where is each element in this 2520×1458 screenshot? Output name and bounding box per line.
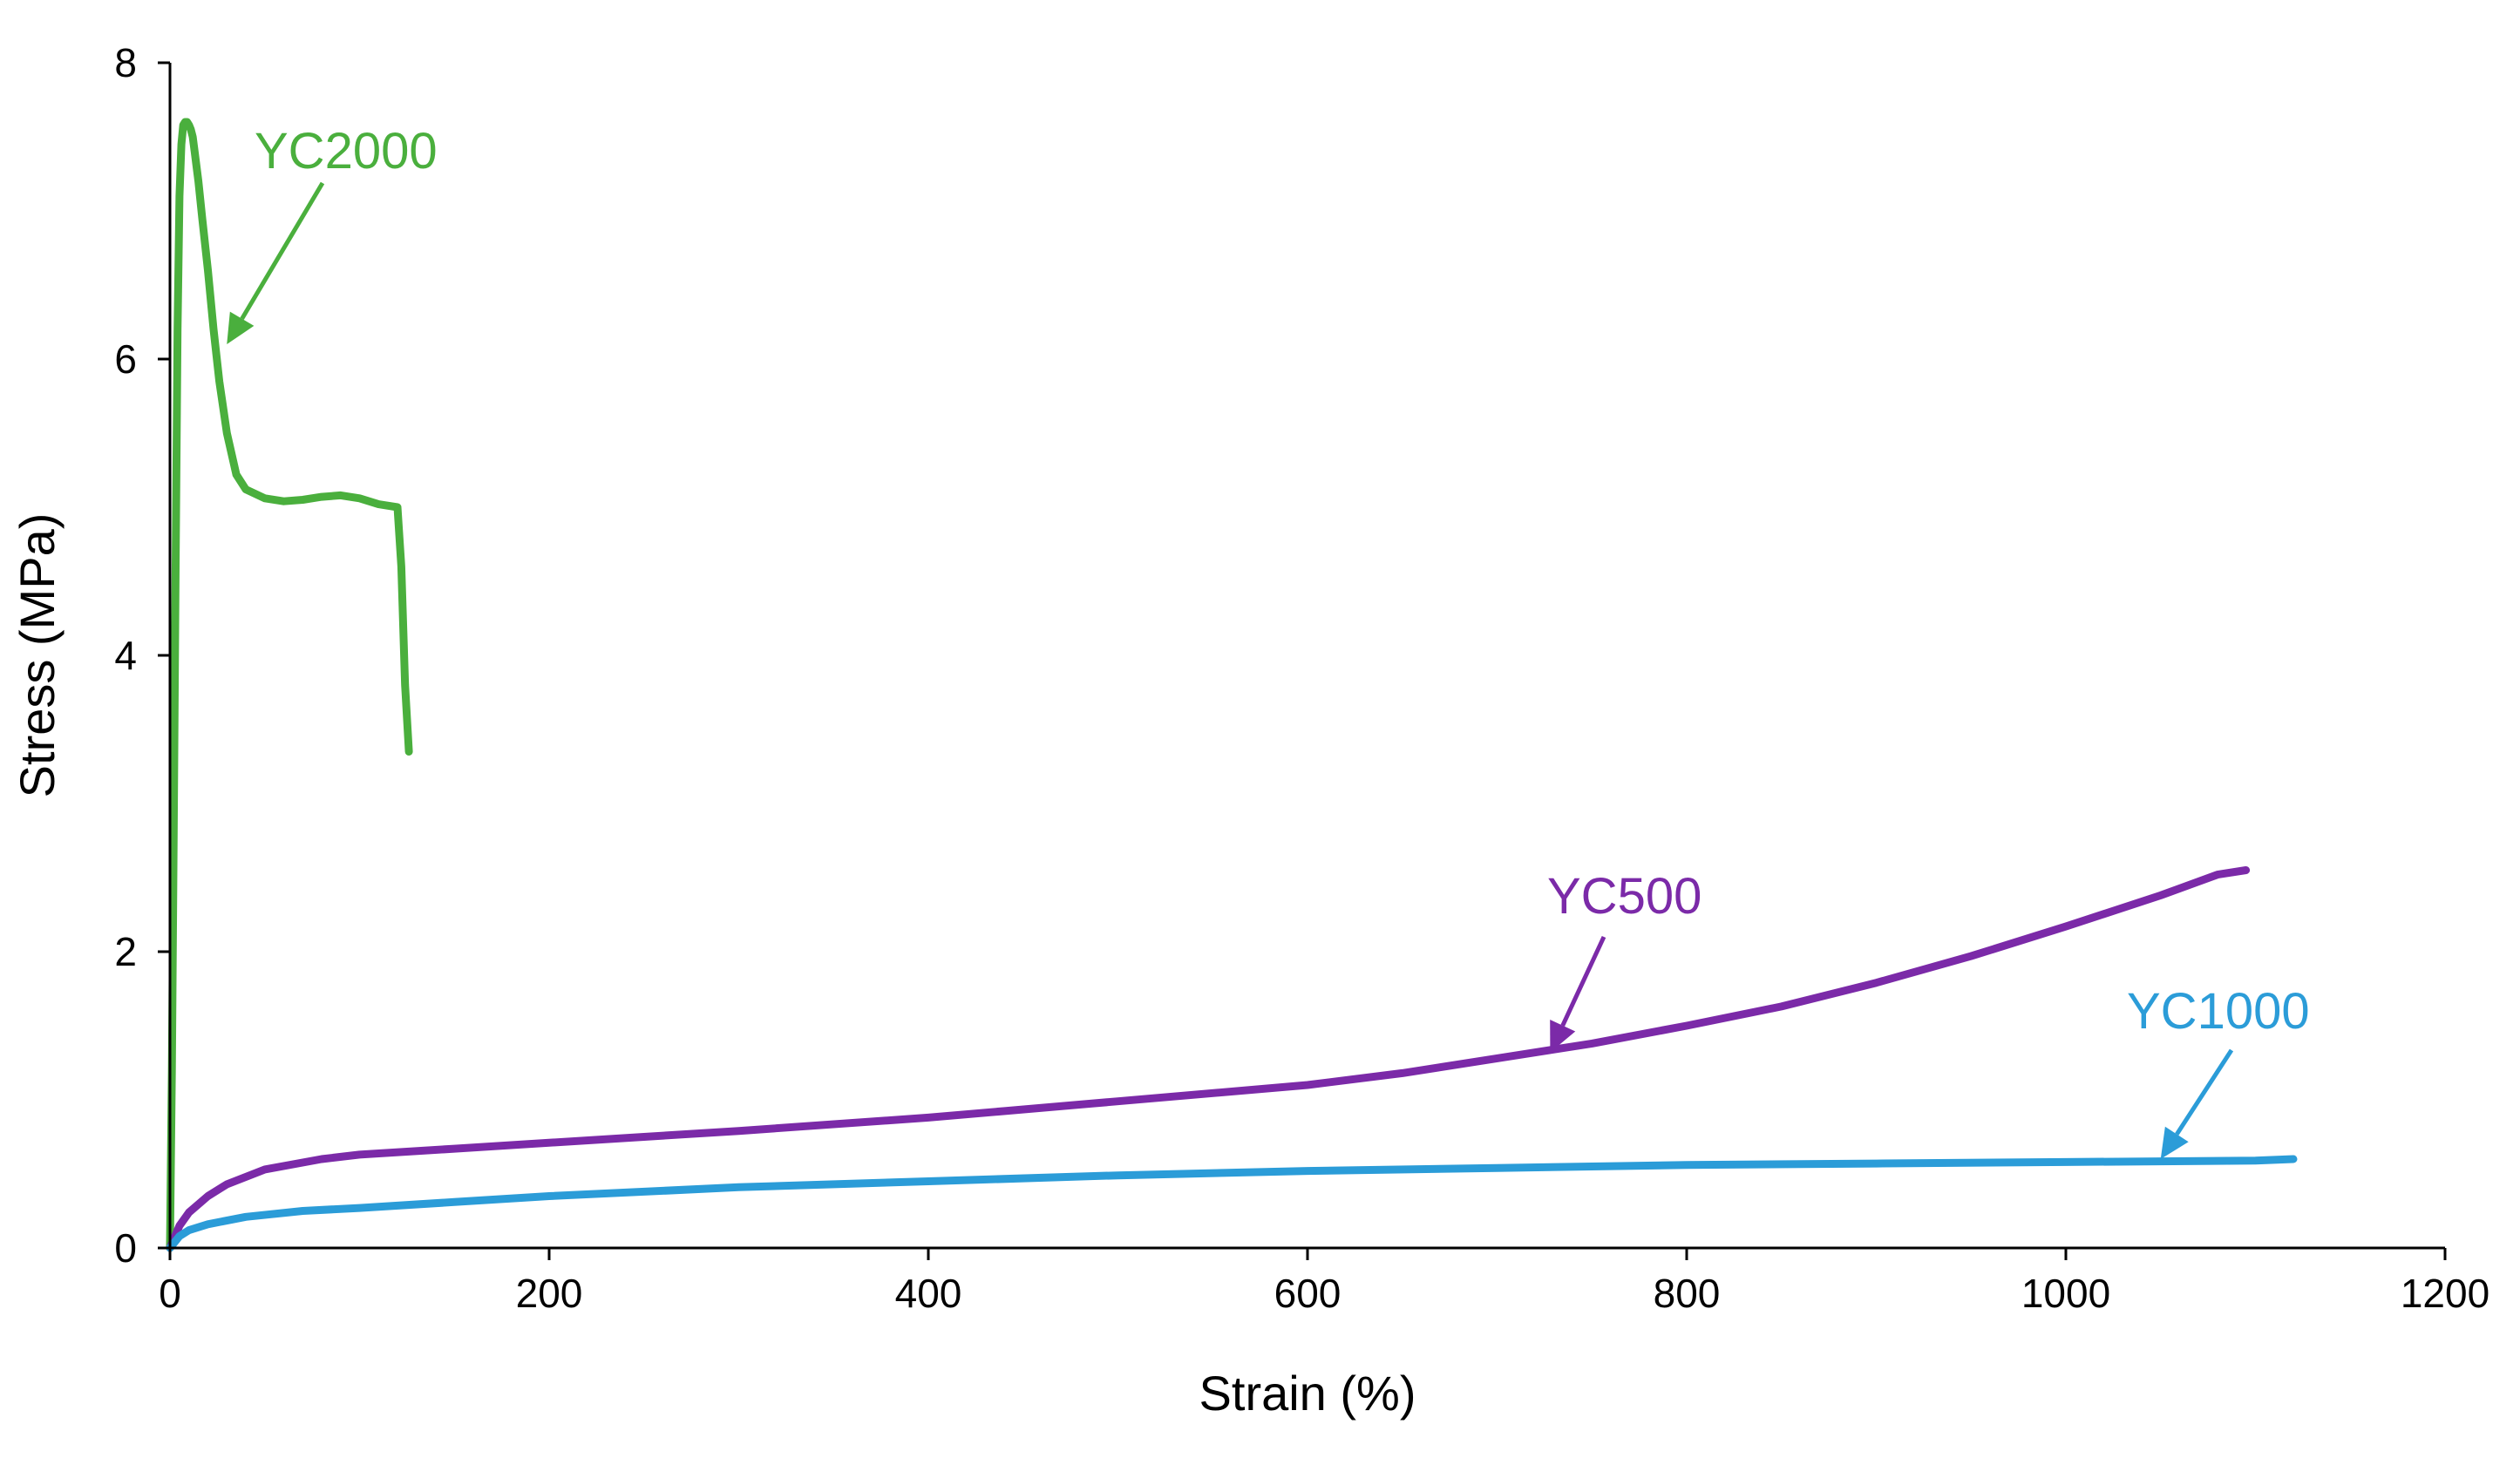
arrow-line-yc1000 xyxy=(2175,1048,2234,1136)
x-tick-label: 200 xyxy=(516,1271,583,1316)
x-tick-label: 1200 xyxy=(2401,1271,2489,1316)
arrow-head-yc500 xyxy=(1550,1020,1576,1053)
x-axis-title: Strain (%) xyxy=(1199,1366,1416,1421)
x-tick-label: 400 xyxy=(895,1271,962,1316)
y-tick-label: 2 xyxy=(114,929,137,974)
x-tick-label: 600 xyxy=(1274,1271,1342,1316)
x-tick-label: 1000 xyxy=(2021,1271,2110,1316)
x-tick-label: 800 xyxy=(1654,1271,1721,1316)
series-lines xyxy=(166,118,2298,1252)
arrow-line-yc500 xyxy=(1560,935,1606,1027)
arrow-line-yc2000 xyxy=(240,181,325,321)
series-line-yc2000 xyxy=(166,118,413,1252)
y-axis-title: Stress (MPa) xyxy=(10,513,65,798)
axes: 0 200 400 600 800 1000 1200 0 2 4 6 8 Strain (%) Stre… xyxy=(10,40,2489,1421)
y-tick-label: 6 xyxy=(114,336,137,382)
arrow-head-yc1000 xyxy=(2160,1126,2189,1159)
y-tick-label: 4 xyxy=(114,633,137,678)
y-tick-label: 0 xyxy=(114,1225,137,1271)
series-label-yc2000: YC2000 xyxy=(255,123,438,180)
arrow-head-yc2000 xyxy=(227,311,255,344)
series-label-yc500: YC500 xyxy=(1547,868,1702,925)
x-tick-label: 0 xyxy=(159,1271,181,1316)
series-line-yc1000 xyxy=(166,1155,2298,1252)
y-tick-label: 8 xyxy=(114,40,137,85)
annotations: YC2000 YC500 YC1000 xyxy=(227,123,2310,1159)
series-line-yc500 xyxy=(166,866,2251,1252)
series-label-yc1000: YC1000 xyxy=(2127,983,2310,1040)
